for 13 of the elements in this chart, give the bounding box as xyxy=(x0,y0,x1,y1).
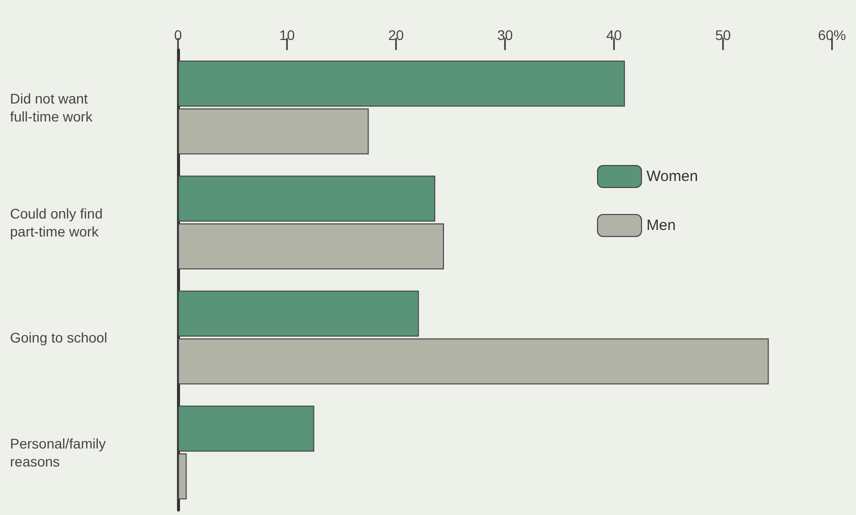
legend-label: Women xyxy=(646,168,698,185)
x-tick-label: 60% xyxy=(818,27,846,43)
x-tick-label: 40 xyxy=(606,27,622,43)
legend-label: Men xyxy=(646,217,676,234)
x-tick-label: 20 xyxy=(388,27,404,43)
y-tick-label: Could only find part-time work xyxy=(10,206,103,240)
x-tick-label: 50 xyxy=(715,27,731,43)
y-tick-label: Personal/family reasons xyxy=(10,436,106,470)
y-tick-label: Going to school xyxy=(10,330,108,346)
x-tick-label: 30 xyxy=(497,27,513,43)
x-tick-label: 0 xyxy=(174,27,182,43)
y-tick-label: Did not want full-time work xyxy=(10,90,94,124)
x-tick-label: 10 xyxy=(279,27,295,43)
